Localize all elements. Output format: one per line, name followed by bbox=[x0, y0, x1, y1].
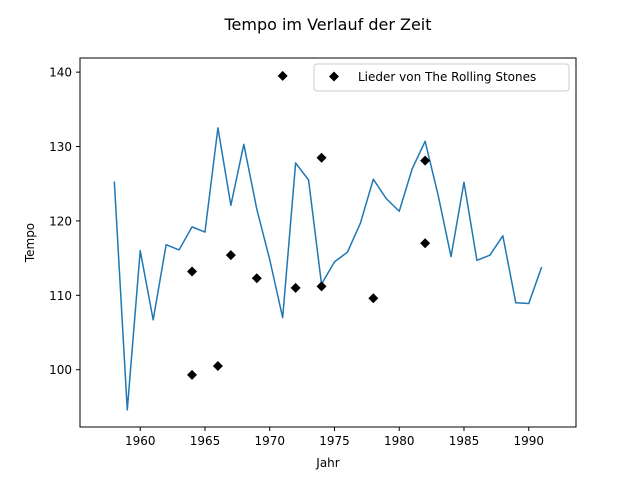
plot-area bbox=[80, 58, 576, 427]
rolling-stones-point bbox=[212, 360, 223, 371]
y-tick-label: 100 bbox=[49, 363, 72, 377]
rolling-stones-point bbox=[290, 282, 301, 293]
y-tick-label: 120 bbox=[49, 214, 72, 228]
x-tick-label: 1990 bbox=[513, 434, 544, 448]
rolling-stones-point bbox=[187, 266, 198, 277]
y-tick-label: 110 bbox=[49, 289, 72, 303]
data-layer bbox=[113, 70, 543, 411]
axes-layer: 1960 1965 1970 1975 1980 1985 1990 100 110 120 130… bbox=[49, 66, 544, 448]
plot-frame bbox=[79, 57, 577, 428]
x-tick-label: 1985 bbox=[449, 434, 480, 448]
rolling-stones-point bbox=[187, 369, 198, 380]
y-tick-label: 130 bbox=[49, 140, 72, 154]
rolling-stones-point bbox=[277, 70, 288, 81]
legend-box bbox=[313, 63, 570, 92]
rolling-stones-point bbox=[316, 152, 327, 163]
legend-label-rolling-stones: Lieder von The Rolling Stones bbox=[358, 70, 536, 84]
rolling-stones-point bbox=[420, 155, 431, 166]
x-tick-label: 1980 bbox=[384, 434, 415, 448]
x-axis-label: Jahr bbox=[315, 456, 339, 470]
rolling-stones-point bbox=[251, 273, 262, 284]
tempo-series-line bbox=[113, 127, 543, 411]
x-tick-label: 1965 bbox=[190, 434, 221, 448]
x-tick-label: 1960 bbox=[125, 434, 156, 448]
rolling-stones-point bbox=[368, 293, 379, 304]
y-tick-label: 140 bbox=[49, 66, 72, 80]
chart-title: Tempo im Verlauf der Zeit bbox=[223, 15, 431, 34]
rolling-stones-point bbox=[225, 250, 236, 261]
rolling-stones-point bbox=[316, 281, 327, 292]
legend-diamond bbox=[329, 71, 339, 82]
rolling-stones-point bbox=[420, 238, 431, 249]
legend: Lieder von The Rolling Stones bbox=[313, 63, 570, 92]
x-tick-label: 1975 bbox=[319, 434, 350, 448]
y-axis-label: Tempo bbox=[23, 223, 37, 263]
legend-marker-rolling-stones bbox=[329, 71, 339, 82]
x-tick-label: 1970 bbox=[254, 434, 285, 448]
